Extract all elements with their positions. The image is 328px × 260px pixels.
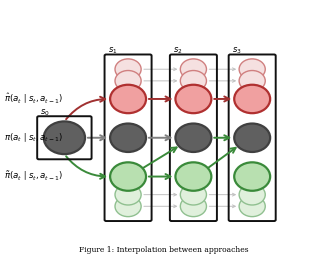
Circle shape [234, 162, 270, 191]
Circle shape [175, 162, 211, 191]
Circle shape [180, 196, 206, 217]
Circle shape [175, 124, 211, 152]
Circle shape [110, 124, 146, 152]
Circle shape [115, 196, 141, 217]
Text: $s_2$: $s_2$ [173, 45, 183, 56]
Circle shape [239, 184, 265, 205]
Text: $s_0$: $s_0$ [40, 107, 50, 118]
Circle shape [239, 196, 265, 217]
Circle shape [239, 70, 265, 91]
Circle shape [115, 59, 141, 80]
Circle shape [44, 121, 85, 154]
Circle shape [239, 59, 265, 80]
Circle shape [110, 162, 146, 191]
Circle shape [115, 184, 141, 205]
Circle shape [175, 85, 211, 113]
Text: $\pi(a_t \mid s_t, a_{t-1})$: $\pi(a_t \mid s_t, a_{t-1})$ [4, 131, 63, 144]
Text: $s_1$: $s_1$ [108, 45, 117, 56]
Circle shape [180, 70, 206, 91]
Circle shape [115, 70, 141, 91]
Text: Figure 1: Interpolation between approaches: Figure 1: Interpolation between approach… [79, 246, 249, 254]
Text: $s_3$: $s_3$ [232, 45, 242, 56]
Text: $\hat{\pi}(a_t \mid s_t, a_{t-1})$: $\hat{\pi}(a_t \mid s_t, a_{t-1})$ [4, 92, 63, 106]
Circle shape [110, 85, 146, 113]
Circle shape [234, 85, 270, 113]
Text: $\tilde{\pi}(a_t \mid s_t, a_{t-1})$: $\tilde{\pi}(a_t \mid s_t, a_{t-1})$ [4, 170, 63, 183]
Circle shape [180, 184, 206, 205]
Circle shape [234, 124, 270, 152]
Circle shape [180, 59, 206, 80]
